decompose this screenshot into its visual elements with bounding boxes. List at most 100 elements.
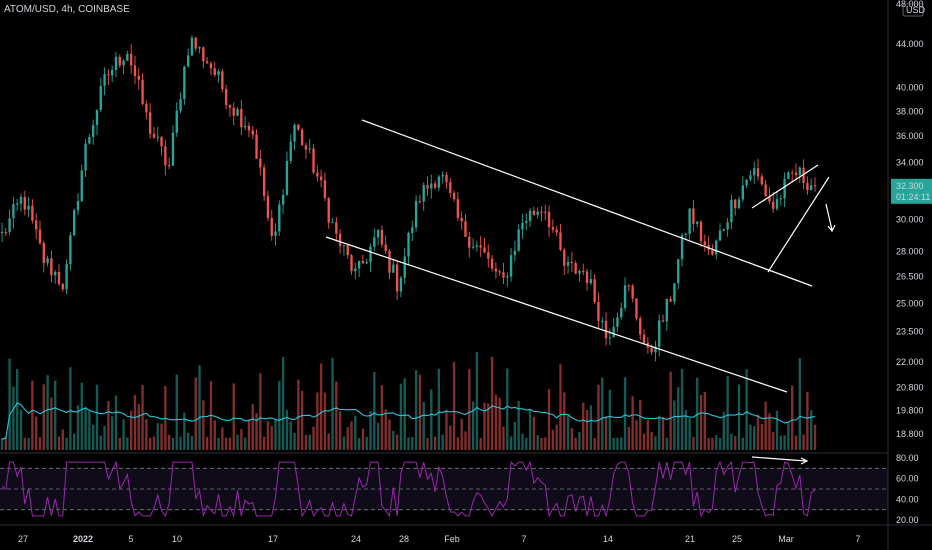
volume-bar [224,437,228,450]
volume-bar [327,433,330,450]
candle-body [395,264,399,292]
candle-body [718,230,722,241]
volume-bar [513,421,517,450]
candle-body [464,221,467,237]
rsi-axis: 80.00 60.00 40.00 20.00 [896,453,919,525]
candle-body [84,143,87,171]
candle-body [578,270,581,274]
volume-bar [262,436,266,450]
volume-bar [601,377,604,450]
volume-bar [373,372,376,450]
candle-body [8,218,11,233]
price-tick-label: 38.000 [896,106,924,116]
volume-bar [661,417,665,450]
candle-body [319,176,323,181]
volume-bar [703,392,707,450]
volume-bar [278,380,281,450]
volume-bar [810,410,813,450]
volume-bar [745,369,748,450]
candle-body [61,283,64,290]
volume-bar [148,437,152,450]
candle-body [437,176,441,188]
volume-bar [418,374,422,450]
candle-body [547,211,551,228]
volume-bar [741,437,744,450]
volume-bar [202,400,205,450]
candle-body [266,196,270,218]
price-axis: 48.000 44.000 40.000 38.000 36.000 34.000 30.0… [896,0,924,439]
price-tick-label: 44.000 [896,39,924,49]
volume-bar [506,368,509,450]
volume-bar [775,410,779,450]
candle-body [198,47,201,49]
volume-bar [498,397,501,450]
bearish-arrow [825,203,833,231]
candle-body [357,260,361,269]
candle-body [274,231,277,236]
candle-body [498,271,501,273]
volume-bar [23,437,26,450]
volume-bar [608,389,612,450]
candle-body [779,198,782,200]
candle-body [46,258,49,264]
rsi-tick-label: 80.00 [896,453,919,463]
candle-body [737,199,741,209]
volume-bar [19,409,23,450]
candle-body [354,268,357,272]
candle-body [221,71,224,90]
candle-body [209,63,213,69]
candle-body [471,246,475,248]
volume-bar [521,433,524,450]
time-tick-label: 10 [172,534,182,544]
volume-bar [190,435,194,450]
candle-body [300,129,304,146]
candle-body [31,205,34,221]
candle-body [205,61,209,64]
volume-bar [4,436,7,450]
candle-body [145,103,148,113]
volume-bar [688,418,691,450]
candle-body [186,55,190,67]
volume-bar [259,373,262,450]
volume-bar [756,414,760,450]
candle-body [532,210,536,215]
volume-bar [346,427,349,450]
volume-bar [403,378,406,450]
volume-bar [46,375,49,450]
volume-bar [331,357,334,450]
volume-bar [772,432,775,450]
volume-bar [107,401,110,450]
candle-body [73,210,76,236]
volume-bar [103,425,106,450]
time-tick-label: 21 [685,534,695,544]
candle-body [95,109,99,126]
time-tick-label: 7 [855,534,860,544]
volume-bar [198,365,201,450]
candle-body [346,245,349,256]
candle-body [148,112,152,134]
volume-bar [50,397,53,450]
volume-bar [494,394,498,450]
candle-body [289,141,292,161]
candle-body [422,185,425,202]
candle-body [160,136,163,147]
candle-body [658,320,661,347]
candle-body [202,47,205,62]
volume-bar [175,374,178,450]
volume-bar [54,380,57,450]
volume-bar [696,377,699,450]
volume-bar [578,431,581,450]
volume-bar [813,424,817,450]
volume-bar [205,436,209,450]
candle-body [91,125,95,137]
volume-bar [61,429,64,450]
candle-body [247,125,251,131]
candle-body [802,167,805,183]
candle-body [285,160,289,195]
candle-body [517,229,520,251]
candle-body [156,136,159,138]
volume-bar [445,409,448,450]
candle-body [251,130,254,135]
